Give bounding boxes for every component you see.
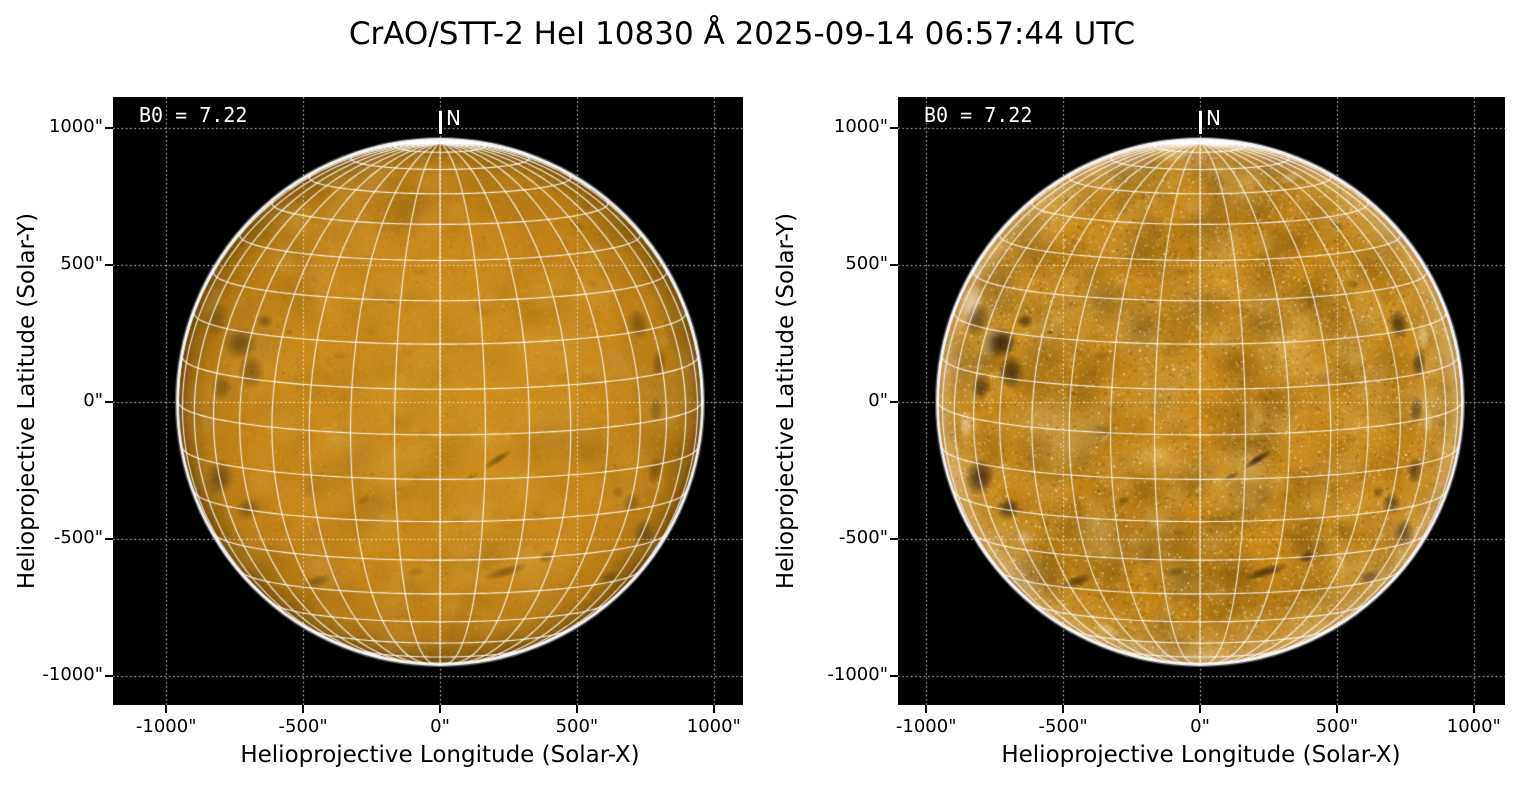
y-tick-label: -1000" [42, 663, 103, 685]
y-tick [105, 674, 113, 677]
x-tick-label: -500" [1038, 716, 1088, 737]
b0-annotation: B0 = 7.22 [924, 103, 1033, 127]
x-tick-label: -1000" [135, 716, 197, 737]
x-tick-label: 1000" [686, 716, 741, 737]
panel-left: B0 = 7.22 N [113, 97, 743, 705]
solar-image-right [898, 97, 1505, 705]
y-tick [105, 401, 113, 403]
y-tick [105, 264, 113, 267]
y-tick-label: -1000" [827, 663, 888, 685]
y-tick-label: 1000" [48, 116, 103, 138]
x-tick-label: 0" [1190, 716, 1210, 737]
x-tick-label: 0" [430, 716, 450, 737]
x-axis-label: Helioprojective Longitude (Solar-X) [240, 742, 640, 768]
y-tick-label: -500" [838, 526, 888, 548]
y-axis-label: Helioprojective Latitude (Solar-Y) [773, 212, 799, 590]
figure-title: CrAO/STT-2 HeI 10830 Å 2025-09-14 06:57:… [348, 16, 1136, 52]
y-tick-label: 1000" [833, 116, 888, 138]
panel-right: B0 = 7.22 N [898, 97, 1505, 705]
x-tick-label: -1000" [895, 716, 957, 737]
x-tick-label: 500" [555, 716, 599, 737]
x-tick [1472, 705, 1475, 713]
x-tick [165, 705, 168, 713]
x-tick [925, 705, 928, 713]
x-tick [575, 705, 578, 713]
y-tick-label: 500" [60, 253, 103, 275]
x-tick [302, 705, 305, 713]
b0-annotation: B0 = 7.22 [139, 103, 248, 127]
y-tick-label: -500" [53, 526, 103, 548]
y-tick-label: 0" [83, 390, 103, 411]
north-marker-label: N [1206, 106, 1221, 130]
x-tick-label: 1000" [1446, 716, 1501, 737]
north-marker-line [439, 111, 442, 134]
y-tick [890, 264, 898, 267]
y-tick [890, 127, 898, 130]
solar-image-left [113, 97, 743, 705]
y-tick [890, 537, 898, 540]
y-tick [105, 127, 113, 130]
y-tick-label: 0" [868, 390, 888, 411]
x-tick [1062, 705, 1065, 713]
y-tick [105, 537, 113, 540]
north-marker-label: N [446, 106, 461, 130]
y-tick-label: 500" [845, 253, 888, 275]
y-tick [890, 674, 898, 677]
x-tick-label: 500" [1315, 716, 1359, 737]
y-tick [890, 401, 898, 403]
x-axis-label: Helioprojective Longitude (Solar-X) [1001, 742, 1401, 768]
x-tick [1335, 705, 1338, 713]
north-marker-line [1199, 111, 1202, 134]
x-tick [1199, 705, 1201, 713]
x-tick [439, 705, 441, 713]
x-tick-label: -500" [278, 716, 328, 737]
x-tick [712, 705, 715, 713]
